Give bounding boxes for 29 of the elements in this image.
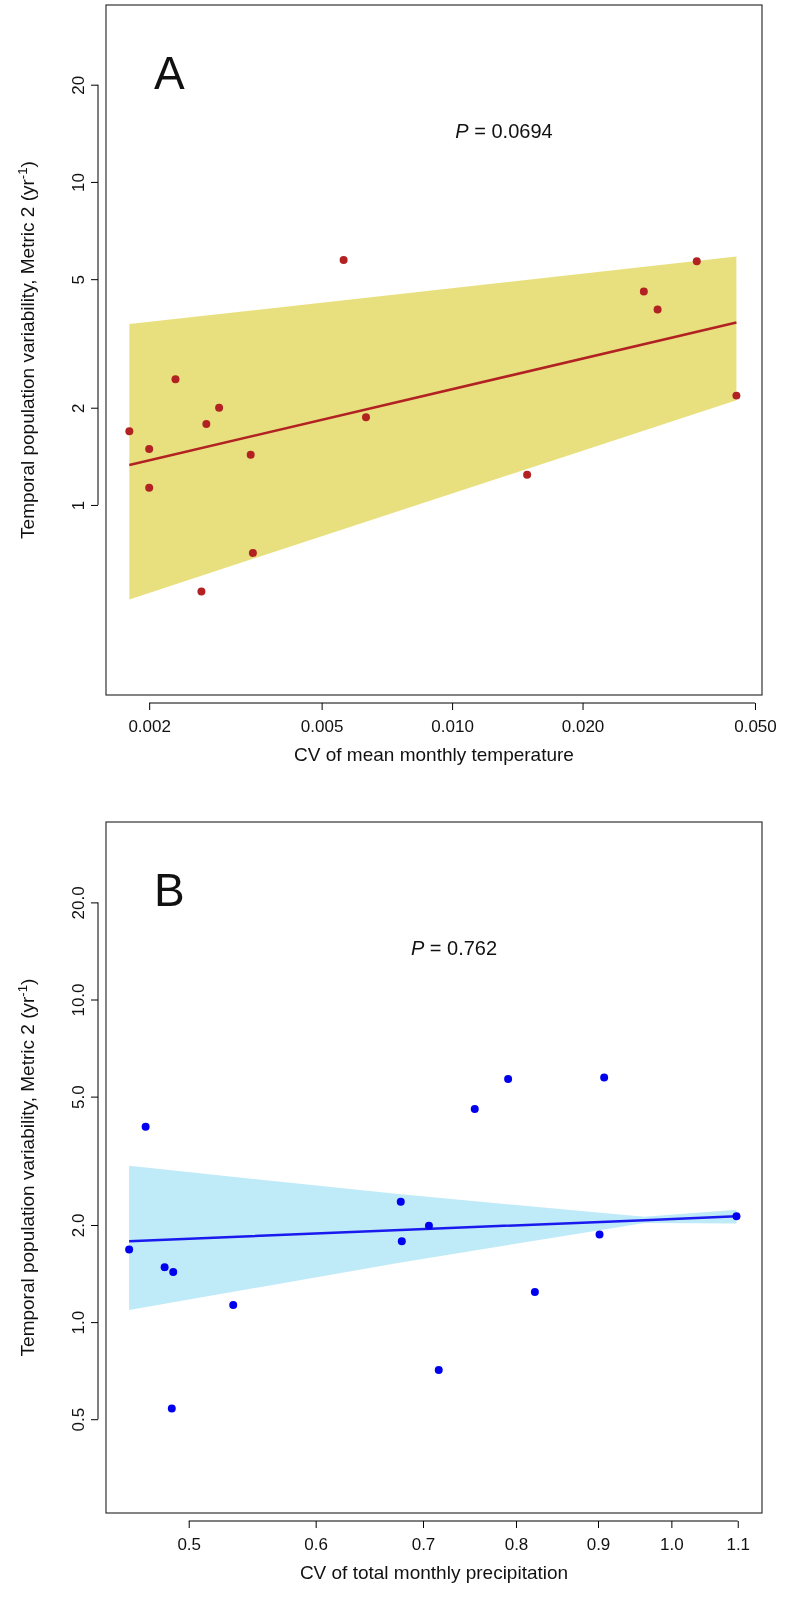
x-tick-label: 0.020	[561, 716, 605, 736]
x-tick-label: 0.050	[734, 716, 777, 736]
annotation: P = 0.762	[410, 937, 498, 959]
x-tick-label: 0.002	[128, 716, 171, 736]
x-tick-label: 0.8	[504, 1534, 529, 1554]
x-tick-label: 0.6	[304, 1534, 328, 1554]
y-tick-label: 20.0	[69, 886, 88, 920]
x-tick-label: 0.010	[431, 716, 474, 736]
text: A	[154, 47, 185, 99]
x-tick-label: 0.5	[177, 1534, 202, 1554]
y-tick-label: 2	[69, 403, 88, 413]
y-tick-label: 1	[69, 500, 88, 511]
y-tick-label: 2.0	[69, 1213, 88, 1238]
y-tick-label: 5.0	[69, 1085, 88, 1109]
y-tick-label: 10.0	[69, 983, 88, 1017]
y-tick-label: 0.5	[69, 1407, 88, 1432]
x-tick-label: 0.005	[300, 716, 344, 736]
y-tick-label: 10	[69, 172, 88, 192]
y-tick-label: 5	[69, 274, 88, 285]
annotation: P = 0.0694	[455, 120, 553, 142]
text: B	[154, 864, 185, 916]
x-axis-title: CV of total monthly precipitation	[299, 1562, 569, 1583]
x-tick-label: 1.0	[660, 1534, 684, 1554]
x-tick-label: 0.9	[586, 1534, 611, 1554]
x-axis-title: CV of mean monthly temperature	[294, 744, 574, 765]
y-tick-label: 1.0	[69, 1310, 88, 1335]
x-tick-label: 1.1	[726, 1534, 751, 1554]
y-tick-label: 20	[69, 75, 88, 95]
x-tick-label: 0.7	[411, 1534, 436, 1554]
